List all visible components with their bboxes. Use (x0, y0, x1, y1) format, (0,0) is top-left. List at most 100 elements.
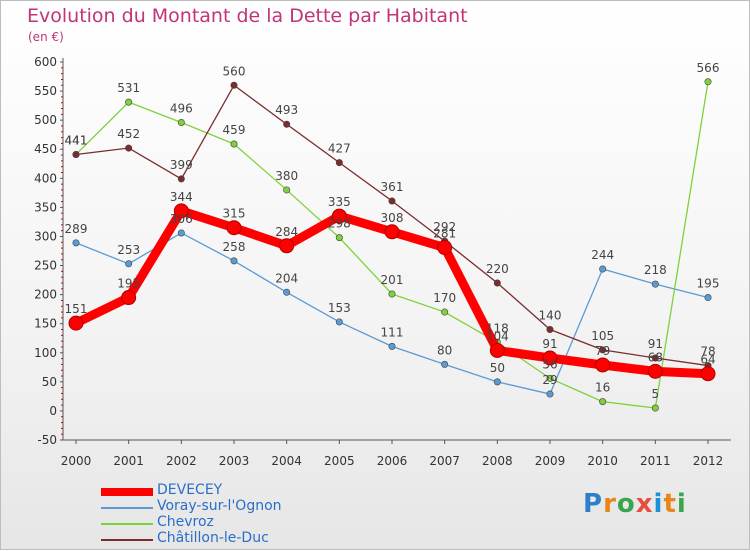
data-label: 16 (595, 381, 610, 395)
data-label: 496 (170, 101, 193, 115)
series-point-1 (599, 265, 607, 273)
y-tick-label: 600 (34, 55, 57, 69)
data-label: 344 (170, 190, 193, 204)
x-tick-label: 2006 (377, 454, 408, 468)
data-label: 68 (648, 350, 663, 364)
series-point-0 (595, 357, 611, 373)
series-point-2 (599, 398, 607, 406)
data-label: 566 (697, 61, 720, 75)
x-tick-label: 2012 (693, 454, 724, 468)
logo-letter: x (635, 489, 654, 519)
legend-label: Chevroz (157, 514, 214, 530)
series-point-2 (546, 374, 554, 382)
data-label: 218 (644, 263, 667, 277)
data-label: 361 (381, 180, 404, 194)
data-label: 335 (328, 195, 351, 209)
logo-letter: i (653, 489, 664, 519)
data-label: 50 (490, 361, 505, 375)
y-tick-label: -50 (37, 433, 57, 447)
series-point-2 (441, 308, 449, 316)
data-label: 560 (223, 64, 246, 78)
data-label: 452 (117, 127, 140, 141)
series-point-1 (125, 260, 133, 268)
series-point-2 (704, 78, 712, 86)
series-point-0 (173, 203, 189, 219)
logo-letter: r (603, 489, 617, 519)
data-label: 91 (648, 337, 663, 351)
series-point-3 (125, 144, 133, 152)
data-label: 201 (381, 273, 404, 287)
data-label: 493 (275, 103, 298, 117)
series-line-2 (75, 81, 709, 409)
data-label: 140 (539, 309, 562, 323)
x-tick-label: 2000 (61, 454, 92, 468)
y-tick-label: 150 (34, 317, 57, 331)
data-label: 104 (486, 329, 509, 343)
data-label: 195 (117, 277, 140, 291)
series-point-3 (651, 354, 659, 362)
x-tick-label: 2001 (113, 454, 144, 468)
data-label: 289 (65, 222, 88, 236)
y-tick-label: 250 (34, 259, 57, 273)
y-tick-label: 550 (34, 84, 57, 98)
series-point-0 (700, 366, 716, 382)
series-point-2 (230, 140, 238, 148)
data-label: 118 (486, 321, 509, 335)
series-point-3 (72, 150, 80, 158)
y-tick-label: 400 (34, 171, 57, 185)
series-point-1 (546, 390, 554, 398)
series-point-1 (388, 342, 396, 350)
data-label: 427 (328, 142, 351, 156)
series-point-3 (230, 81, 238, 89)
y-tick-label: 300 (34, 229, 57, 243)
series-point-3 (335, 159, 343, 167)
series-point-0 (279, 238, 295, 254)
legend-swatch (101, 539, 153, 541)
series-point-2 (177, 118, 185, 126)
series-point-0 (331, 208, 347, 224)
series-point-0 (226, 220, 242, 236)
series-point-2 (651, 404, 659, 412)
series-point-0 (489, 342, 505, 358)
y-tick-label: 200 (34, 288, 57, 302)
series-point-3 (177, 175, 185, 183)
data-label: 91 (542, 337, 557, 351)
series-point-3 (388, 197, 396, 205)
y-tick-label: 100 (34, 346, 57, 360)
x-tick-label: 2007 (429, 454, 460, 468)
data-label: 204 (275, 271, 298, 285)
data-label: 441 (65, 133, 88, 147)
legend-swatch (101, 507, 153, 509)
data-label: 298 (328, 217, 351, 231)
data-label: 380 (275, 169, 298, 183)
x-tick-label: 2011 (640, 454, 671, 468)
series-point-0 (121, 290, 137, 306)
series-point-2 (388, 290, 396, 298)
chart-unit: (en €) (28, 30, 64, 44)
data-label: 292 (433, 220, 456, 234)
legend-label: DEVECEY (157, 482, 223, 498)
data-label: 531 (117, 81, 140, 95)
x-tick-label: 2009 (535, 454, 566, 468)
series-point-3 (493, 279, 501, 287)
y-tick-label: 350 (34, 200, 57, 214)
data-label: 111 (381, 325, 404, 339)
data-label: 78 (700, 345, 715, 359)
data-label: 56 (542, 357, 557, 371)
series-point-3 (599, 346, 607, 354)
proxiti-logo: Proxiti (583, 489, 687, 519)
series-point-1 (230, 257, 238, 265)
x-tick-label: 2004 (271, 454, 302, 468)
data-label: 29 (542, 373, 557, 387)
data-label: 105 (591, 329, 614, 343)
data-label: 441 (65, 133, 88, 147)
logo-letter: t (663, 489, 677, 519)
data-label: 284 (275, 225, 298, 239)
data-label: 79 (595, 344, 610, 358)
y-tick-label: 450 (34, 142, 57, 156)
series-point-1 (493, 378, 501, 386)
chart-title: Evolution du Montant de la Dette par Hab… (27, 5, 468, 27)
series-point-1 (283, 288, 291, 296)
series-point-0 (647, 363, 663, 379)
